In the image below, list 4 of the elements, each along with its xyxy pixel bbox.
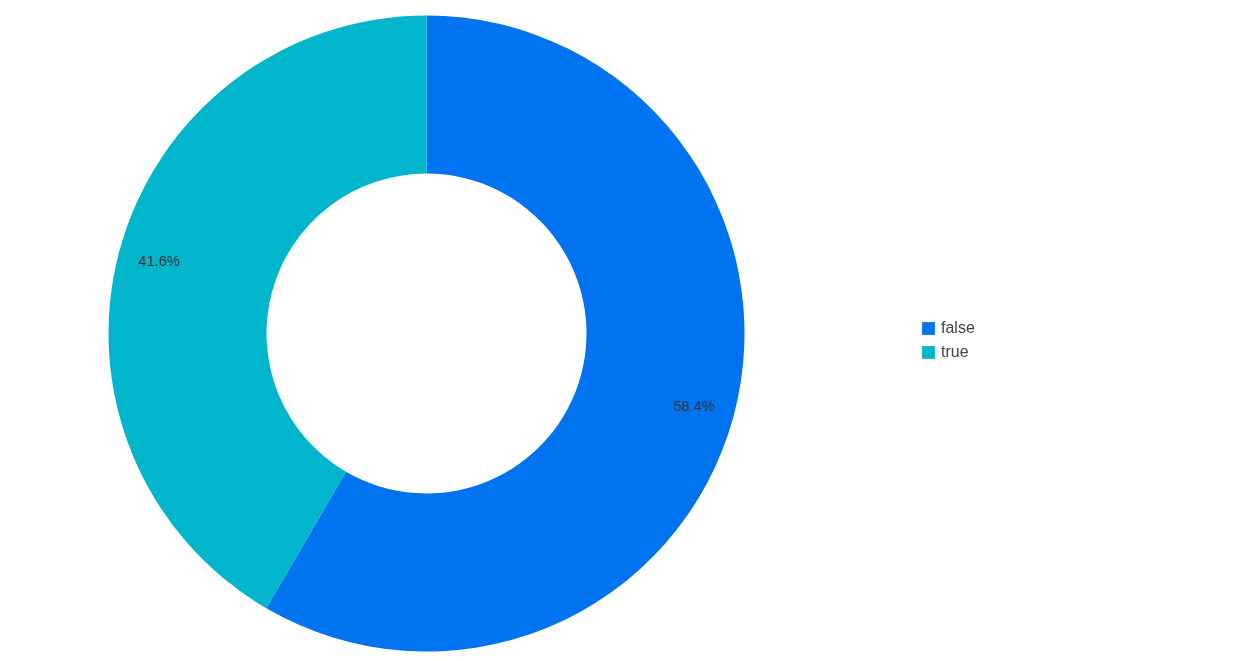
legend-label: true [941,343,969,361]
legend-label: false [941,319,975,337]
data-label: 58.4% [673,397,715,414]
data-label: 41.6% [138,253,180,270]
